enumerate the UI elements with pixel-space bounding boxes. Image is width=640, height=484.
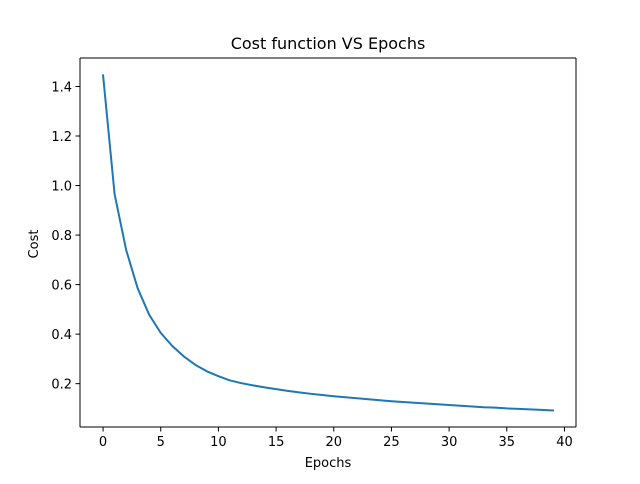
x-tick-label: 30 <box>441 435 458 450</box>
chart-title: Cost function VS Epochs <box>231 34 426 53</box>
y-tick-label: 0.8 <box>51 229 72 244</box>
x-tick-label: 5 <box>157 435 165 450</box>
x-axis-label: Epochs <box>305 456 352 471</box>
plot-area: 0 5 10 15 20 25 30 35 40 0.2 0.4 0.6 0.8 1.0 1.2 1.4 <box>51 57 577 450</box>
x-tick-label: 20 <box>325 435 342 450</box>
y-tick-label: 0.2 <box>51 378 72 393</box>
x-tick-label: 0 <box>99 435 107 450</box>
x-tick-label: 10 <box>210 435 227 450</box>
y-tick-label: 1.0 <box>51 180 72 195</box>
y-tick-label: 0.4 <box>51 328 72 343</box>
x-tick-label: 35 <box>499 435 516 450</box>
y-tick-label: 1.4 <box>51 80 72 95</box>
x-tick-label: 25 <box>383 435 400 450</box>
y-tick-label: 0.6 <box>51 279 72 294</box>
series-line-0 <box>101 74 554 412</box>
x-tick-label: 40 <box>556 435 573 450</box>
y-axis-label: Cost <box>27 230 42 259</box>
x-tick-label: 15 <box>268 435 285 450</box>
y-tick-label: 1.2 <box>51 130 72 145</box>
